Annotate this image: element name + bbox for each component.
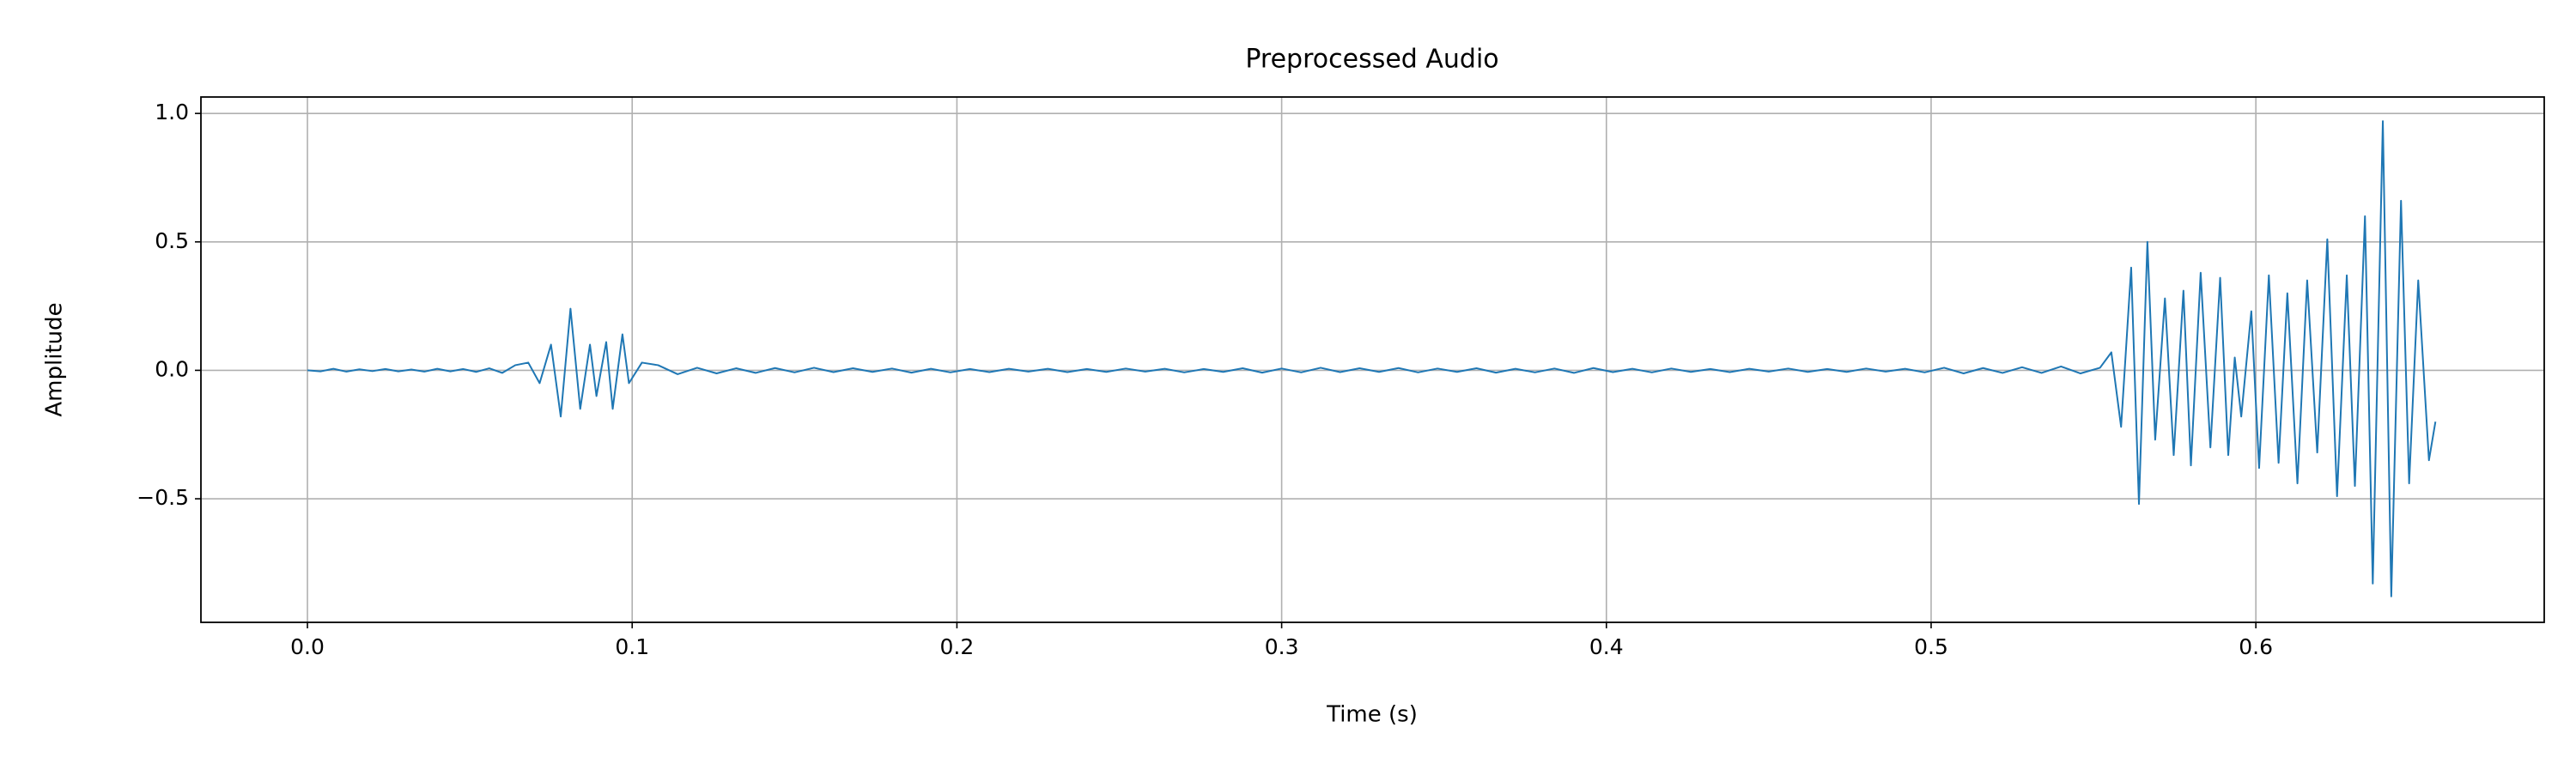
- plot-frame: [200, 96, 2545, 623]
- x-tick-label: 0.6: [2239, 634, 2273, 659]
- x-tick-label: 0.0: [290, 634, 325, 659]
- x-tick-label: 0.3: [1265, 634, 1299, 659]
- y-axis-label: Amplitude: [42, 302, 68, 416]
- x-tick-label: 0.5: [1914, 634, 1948, 659]
- x-tick-label: 0.1: [615, 634, 649, 659]
- x-tick-label: 0.2: [940, 634, 975, 659]
- y-tick-label: 0.5: [155, 228, 189, 253]
- x-axis-label: Time (s): [1326, 702, 1418, 728]
- y-tick-label: −0.5: [137, 485, 189, 510]
- waveform-line: [307, 120, 2437, 597]
- y-tick-label: 1.0: [155, 100, 189, 124]
- y-tick-label: 0.0: [155, 356, 189, 381]
- chart-title: Preprocessed Audio: [1245, 45, 1498, 75]
- x-tick-label: 0.4: [1589, 634, 1624, 659]
